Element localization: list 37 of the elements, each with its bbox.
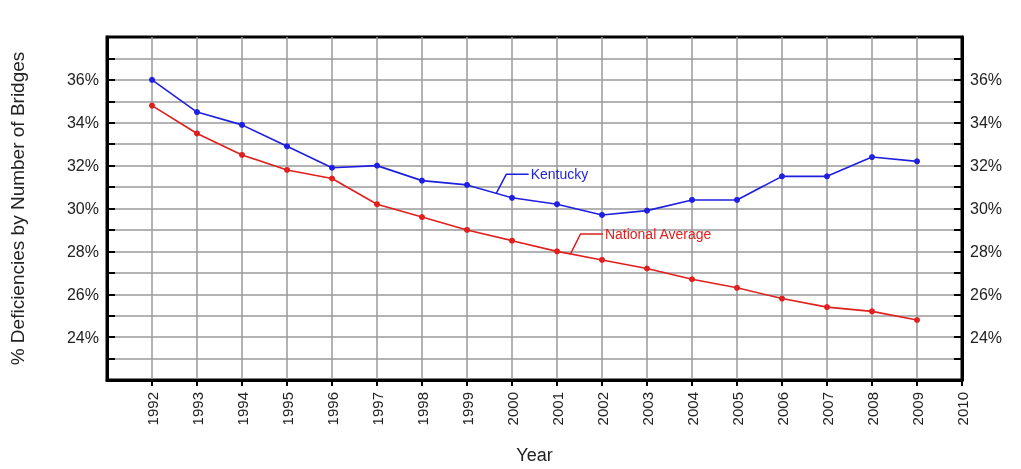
y-tick-label: 32% [66, 157, 99, 175]
y-tick-label: 28% [66, 242, 99, 260]
x-tick-label: 1994 [233, 392, 251, 426]
x-tick-label: 2001 [548, 392, 566, 426]
x-axis-title: Year [516, 445, 553, 465]
y2-tick-label: 24% [970, 328, 1003, 346]
legend-label: Kentucky [530, 166, 589, 183]
x-tick-label: 2010 [953, 392, 971, 426]
x-tick-label: 2006 [773, 392, 791, 426]
y-tick-label: 36% [66, 71, 99, 89]
x-tick-label: 2007 [818, 392, 836, 426]
x-tick-label: 1993 [188, 392, 206, 426]
y-tick-label: 30% [66, 200, 99, 217]
y2-tick-label: 32% [970, 157, 1003, 175]
x-tick-label: 2003 [638, 392, 656, 426]
y2-tick-label: 26% [970, 285, 1003, 303]
series-label: National Average [604, 225, 712, 242]
y2-tick-label: 28% [970, 242, 1003, 260]
y-tick-label: 34% [66, 114, 99, 132]
x-tick-label: 2005 [728, 392, 746, 426]
x-tick-label: 1998 [413, 392, 431, 426]
x-tick-label: 2008 [863, 392, 881, 426]
x-tick-label: 1996 [323, 392, 341, 426]
y-tick-label: 24% [66, 328, 99, 346]
x-tick-label: 2000 [503, 392, 521, 426]
x-tick-label: 2009 [908, 392, 926, 426]
y2-tick-label: 34% [970, 114, 1003, 132]
y-axis-title: % Deficiencies by Number of Bridges [7, 51, 28, 366]
y2-tick-label: 30% [970, 200, 1003, 217]
x-tick-label: 1999 [458, 392, 476, 426]
y-tick-label: 26% [66, 285, 99, 303]
x-tick-label: 1992 [143, 392, 161, 426]
x-tick-label: 2004 [683, 392, 701, 426]
x-tick-label: 1997 [368, 392, 386, 426]
x-tick-label: 1995 [278, 392, 296, 426]
y2-tick-label: 36% [970, 71, 1003, 89]
x-tick-label: 2002 [593, 392, 611, 426]
